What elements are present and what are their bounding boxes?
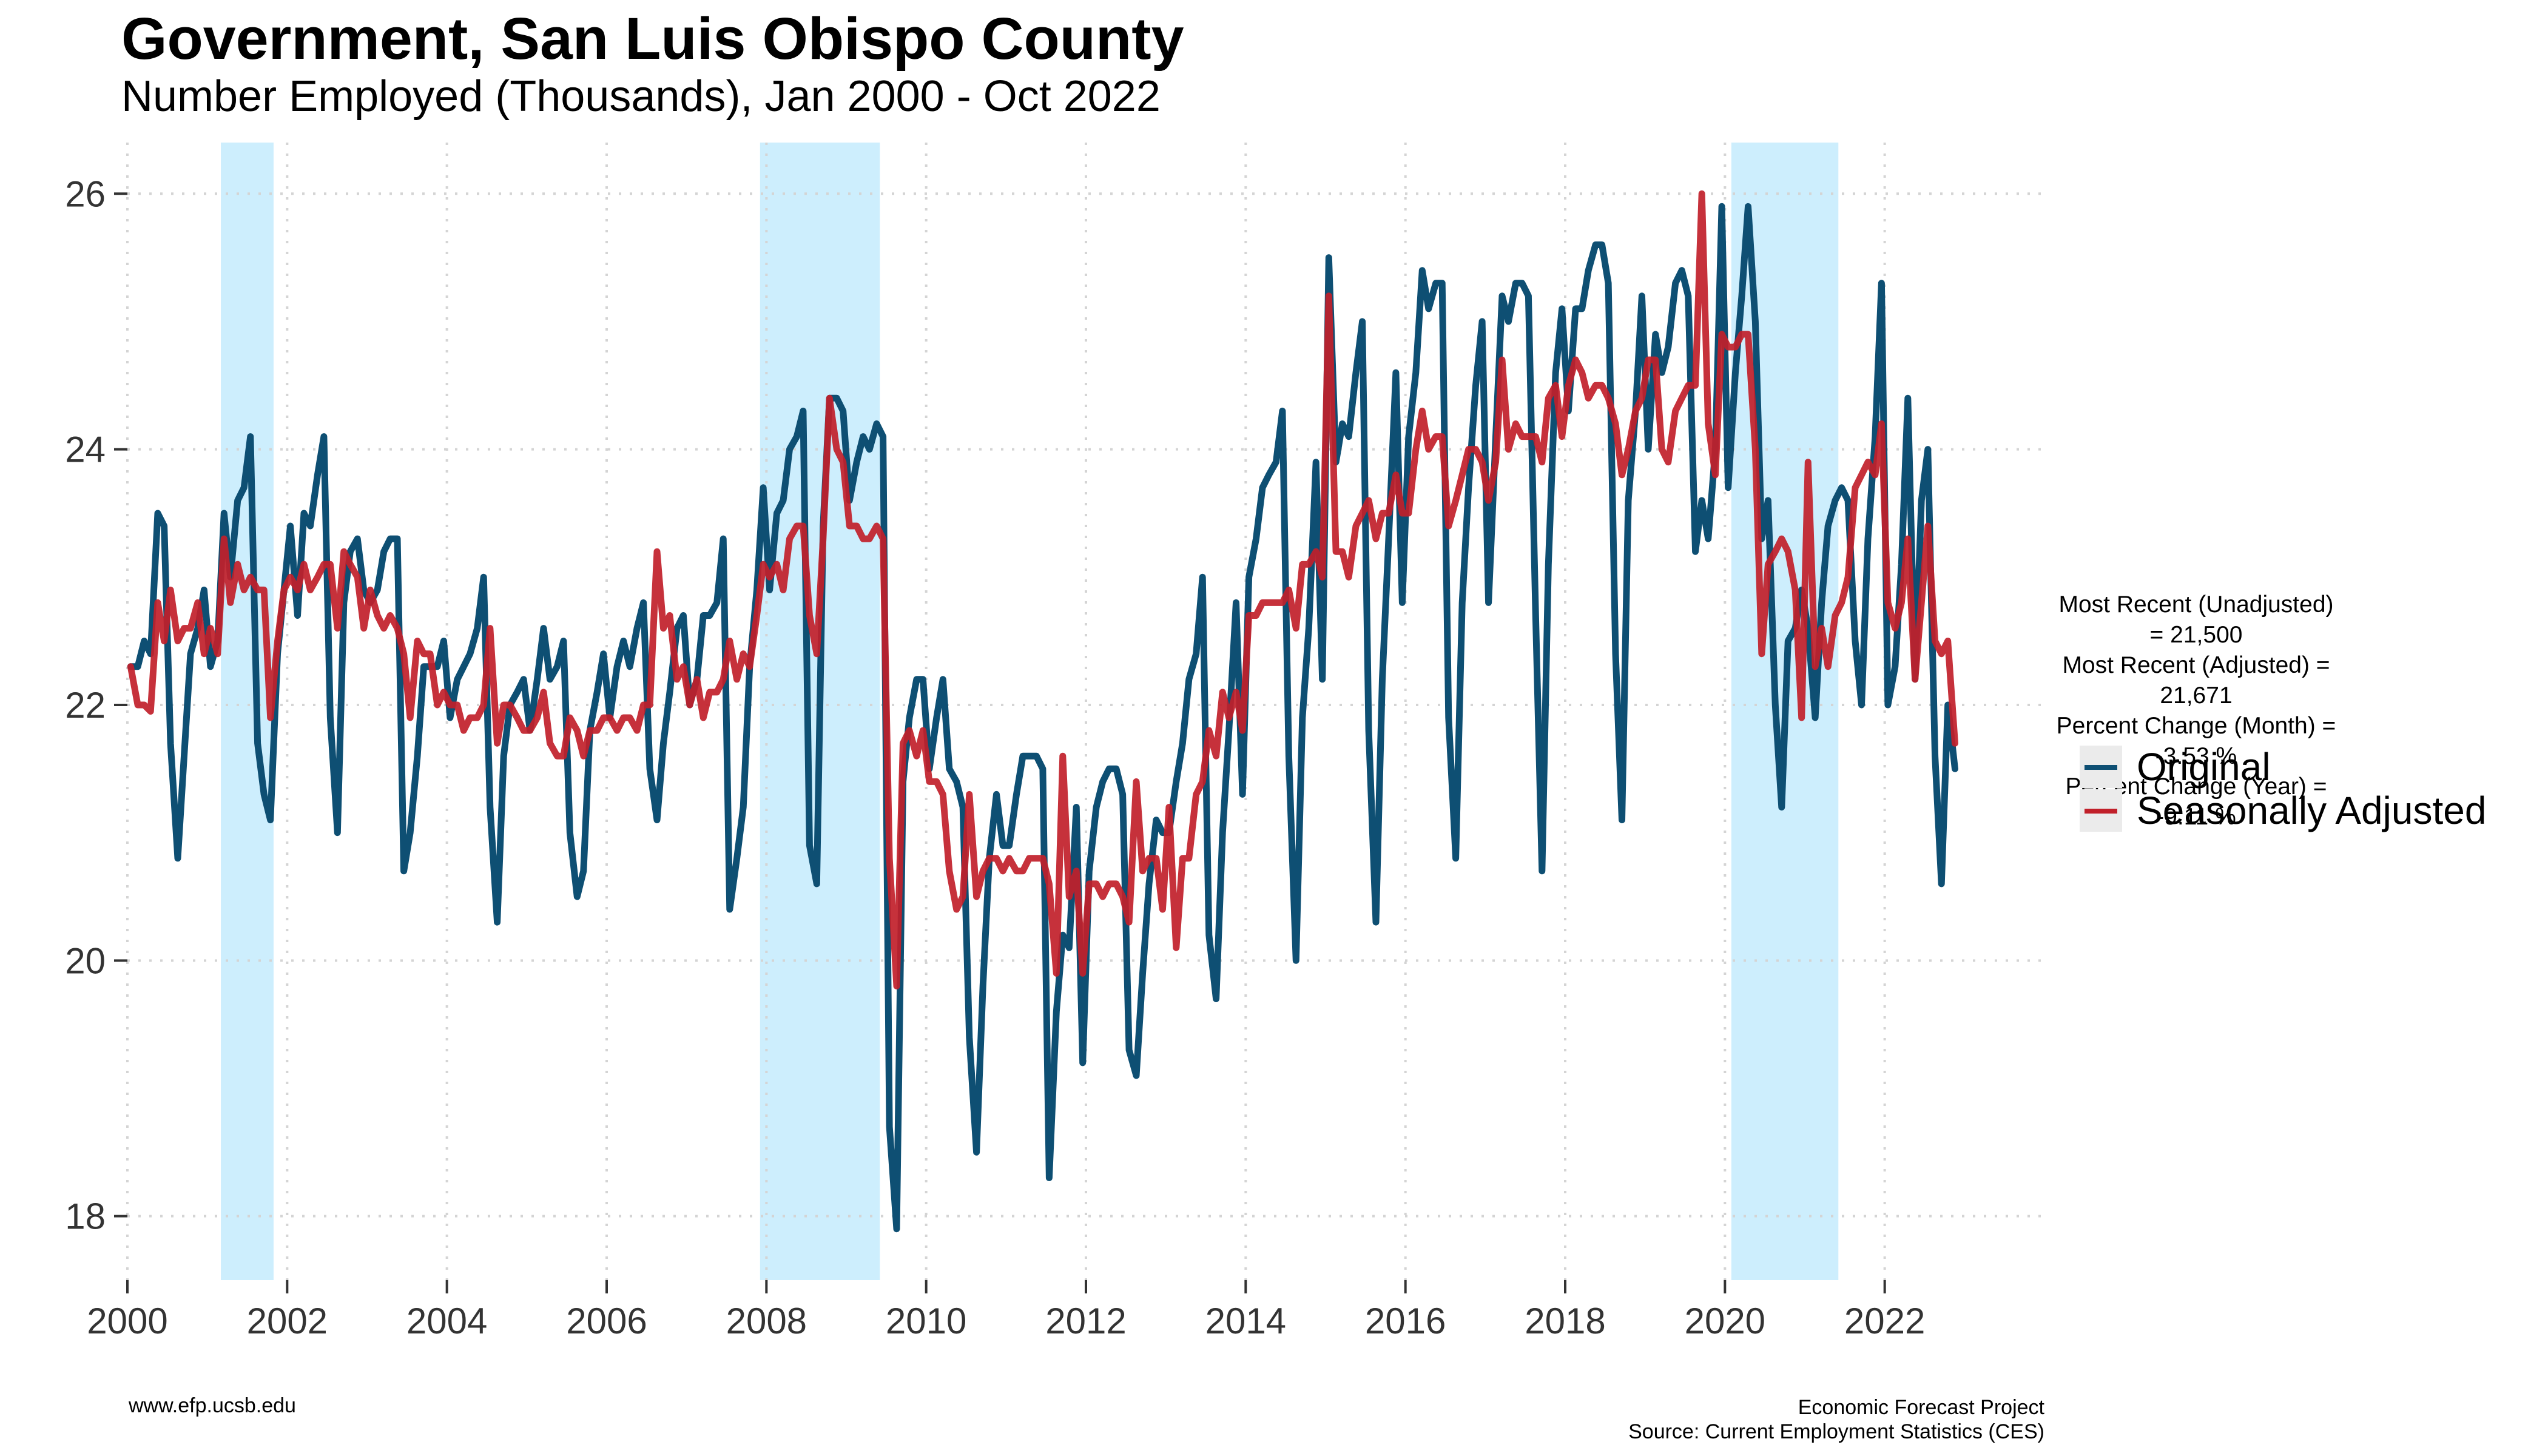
- x-tick-label: 2010: [886, 1301, 966, 1341]
- y-tick-label: 18: [65, 1196, 106, 1237]
- legend: Original Seasonally Adjusted: [2080, 745, 2486, 832]
- footer-source-line: Source: Current Employment Statistics (C…: [1628, 1420, 2044, 1443]
- x-tick-label: 2020: [1685, 1301, 1765, 1341]
- series-line-seasonally-adjusted: [127, 190, 1958, 989]
- x-tick-label: 2018: [1525, 1301, 1605, 1341]
- y-tick-label: 26: [65, 174, 106, 214]
- y-tick-label: 22: [65, 685, 106, 726]
- legend-label-adjusted: Seasonally Adjusted: [2137, 789, 2487, 832]
- x-tick-label: 2022: [1844, 1301, 1925, 1341]
- x-tick-label: 2012: [1045, 1301, 1126, 1341]
- footer-source-org: Economic Forecast Project: [1798, 1396, 2044, 1419]
- series-lines: [127, 190, 1958, 1233]
- legend-item-original: Original: [2080, 745, 2486, 789]
- x-tick-label: 2004: [406, 1301, 487, 1341]
- stat-month-change: Percent Change (Month) = -3.53 %: [2056, 713, 2336, 769]
- x-tick-label: 2016: [1365, 1301, 1446, 1341]
- series-line-original: [127, 203, 1958, 1233]
- axes: 2000 2002 2004 2006 2008 2010 2012 2014 2016 2018…: [65, 174, 1925, 1341]
- x-tick-label: 2006: [566, 1301, 647, 1341]
- chart-title: Government, San Luis Obispo County: [121, 5, 1184, 72]
- legend-key-adjusted: [2080, 789, 2122, 832]
- recession-bands: [221, 143, 1839, 1280]
- y-tick-label: 24: [65, 430, 106, 470]
- x-tick-label: 2000: [87, 1301, 167, 1341]
- x-tick-label: 2008: [726, 1301, 807, 1341]
- x-tick-label: 2014: [1205, 1301, 1286, 1341]
- footer-url: www.efp.ucsb.edu: [129, 1394, 296, 1417]
- stat-adjusted: Most Recent (Adjusted) = 21,671: [2062, 652, 2330, 709]
- chart-subtitle: Number Employed (Thousands), Jan 2000 - …: [121, 72, 1161, 121]
- legend-label-original: Original: [2137, 745, 2271, 789]
- stat-unadjusted: Most Recent (Unadjusted) = 21,500: [2058, 592, 2334, 648]
- x-tick-label: 2002: [247, 1301, 328, 1341]
- y-tick-label: 20: [65, 940, 106, 981]
- footer-source: Economic Forecast Project Source: Curren…: [1628, 1395, 2044, 1444]
- legend-item-adjusted: Seasonally Adjusted: [2080, 789, 2486, 832]
- stats-box: Most Recent (Unadjusted) = 21,500 Most R…: [2051, 590, 2342, 832]
- legend-key-original: [2080, 746, 2122, 788]
- recession-band-0: [221, 143, 274, 1280]
